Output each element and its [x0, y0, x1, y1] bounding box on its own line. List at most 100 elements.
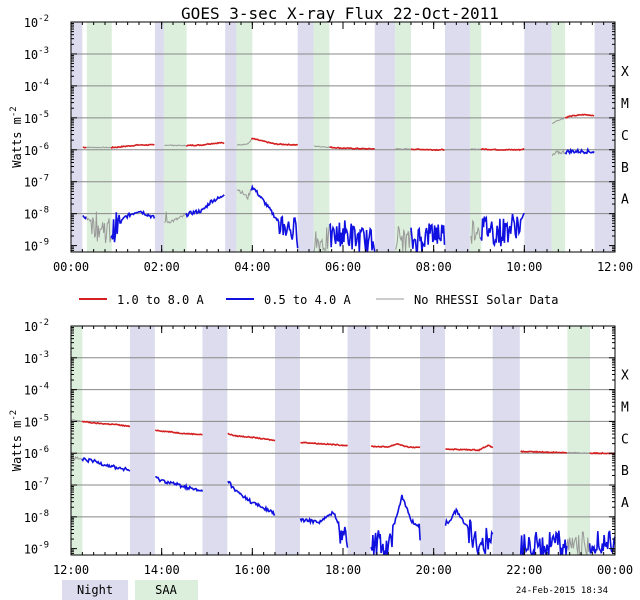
- legend-label: 0.5 to 4.0 A: [264, 293, 351, 307]
- long-channel-trace: [552, 117, 566, 125]
- night-band: [492, 326, 520, 555]
- long-channel-trace: [410, 148, 445, 152]
- y-tick-label: 10-2: [24, 14, 49, 30]
- night-band: [275, 326, 300, 555]
- y-tick-label: 10-9: [24, 541, 49, 557]
- long-channel-trace: [566, 451, 590, 454]
- footer: Night SAA 24-Feb-2015 18:34: [62, 580, 608, 600]
- saa-band: [567, 326, 591, 555]
- flare-class-label: M: [621, 401, 629, 416]
- y-tick-label: 10-5: [24, 413, 49, 429]
- short-channel-trace: [480, 212, 525, 248]
- saa-band: [71, 326, 83, 555]
- x-tick-label: 06:00: [325, 260, 361, 274]
- short-channel-trace: [236, 188, 252, 201]
- night-band: [347, 326, 371, 555]
- saa-key-swatch: [135, 580, 198, 600]
- long-channel-trace: [110, 143, 155, 149]
- long-channel-trace: [470, 148, 481, 151]
- timestamp: 24-Feb-2015 18:34: [516, 586, 608, 596]
- x-tick-label: 12:00: [597, 260, 633, 274]
- x-tick-label: 12:00: [53, 563, 89, 577]
- y-tick-label: 10-8: [24, 509, 49, 525]
- long-channel-trace: [329, 146, 376, 151]
- short-channel-trace: [328, 220, 376, 252]
- long-channel-trace: [300, 441, 348, 447]
- long-channel-trace: [480, 147, 525, 152]
- long-channel-trace: [395, 148, 412, 151]
- x-tick-label: 14:00: [144, 563, 180, 577]
- saa-key-label: SAA: [155, 583, 177, 597]
- short-channel-trace: [395, 226, 412, 252]
- y-tick-label: 10-6: [24, 445, 49, 461]
- y-tick-label: 10-3: [24, 46, 49, 62]
- flare-class-label: C: [621, 432, 629, 447]
- long-channel-trace: [81, 420, 131, 428]
- short-channel-trace: [566, 531, 591, 555]
- long-channel-trace: [520, 450, 567, 454]
- x-tick-label: 04:00: [234, 260, 270, 274]
- y-tick-label: 10-8: [24, 206, 49, 222]
- short-channel-trace: [313, 225, 330, 252]
- short-channel-trace: [164, 211, 187, 224]
- night-band: [374, 22, 396, 252]
- night-band: [297, 22, 314, 252]
- x-tick-label: 00:00: [53, 260, 89, 274]
- night-band: [154, 22, 164, 252]
- flare-class-label: M: [621, 97, 629, 112]
- y-tick-label: 10-5: [24, 110, 49, 126]
- long-channel-trace: [86, 146, 112, 149]
- short-channel-trace: [250, 184, 299, 249]
- short-channel-trace: [82, 214, 88, 220]
- y-axis-label: Watts m-2: [9, 410, 24, 471]
- short-channel-trace: [564, 147, 595, 156]
- saa-band: [469, 22, 482, 252]
- y-tick-label: 10-2: [24, 318, 49, 334]
- long-channel-trace: [564, 113, 595, 119]
- saa-band: [313, 22, 330, 252]
- short-channel-trace: [185, 194, 225, 218]
- saa-band: [395, 22, 411, 252]
- long-channel-trace: [313, 145, 330, 148]
- flare-class-label: C: [621, 129, 629, 144]
- night-band: [594, 22, 615, 252]
- y-tick-label: 10-6: [24, 142, 49, 158]
- short-channel-trace: [154, 475, 204, 492]
- x-tick-label: 16:00: [234, 563, 270, 577]
- night-key-swatch: [62, 580, 128, 600]
- x-tick-label: 08:00: [416, 260, 452, 274]
- short-channel-trace: [370, 494, 421, 555]
- night-band: [445, 22, 470, 252]
- saa-band: [236, 22, 253, 252]
- night-band: [524, 22, 552, 252]
- y-axis-label: Watts m-2: [9, 106, 24, 167]
- short-channel-trace: [470, 219, 482, 244]
- short-channel-trace: [444, 507, 494, 555]
- long-channel-trace: [186, 141, 225, 147]
- saa-band: [163, 22, 187, 252]
- short-channel-trace: [410, 223, 446, 253]
- flare-class-label: B: [621, 464, 629, 479]
- y-tick-label: 10-4: [24, 382, 49, 398]
- legend: 1.0 to 8.0 A 0.5 to 4.0 A No RHESSI Solar …: [79, 293, 559, 307]
- panel-2: 10-9 10-8 10-7 10-6 10-5 10-4 10-3 10-2 A B C M X Wat…: [9, 318, 633, 577]
- long-channel-trace: [371, 442, 421, 449]
- saa-band: [551, 22, 566, 252]
- x-tick-label: 22:00: [506, 563, 542, 577]
- short-channel-trace: [551, 149, 566, 157]
- y-tick-label: 10-7: [24, 174, 49, 190]
- short-channel-trace: [588, 530, 616, 554]
- night-key-label: Night: [77, 583, 113, 597]
- short-channel-trace: [81, 457, 131, 473]
- long-channel-trace: [445, 444, 494, 452]
- long-channel-trace: [236, 139, 252, 146]
- flare-class-label: A: [621, 496, 629, 511]
- night-band: [420, 326, 445, 555]
- panel-1: 10-9 10-8 10-7 10-6 10-5 10-4 10-3 10-2 A B C M X Wat…: [9, 14, 633, 274]
- y-tick-label: 10-3: [24, 350, 49, 366]
- night-band: [202, 326, 228, 555]
- flare-class-label: X: [621, 65, 629, 80]
- x-tick-label: 10:00: [506, 260, 542, 274]
